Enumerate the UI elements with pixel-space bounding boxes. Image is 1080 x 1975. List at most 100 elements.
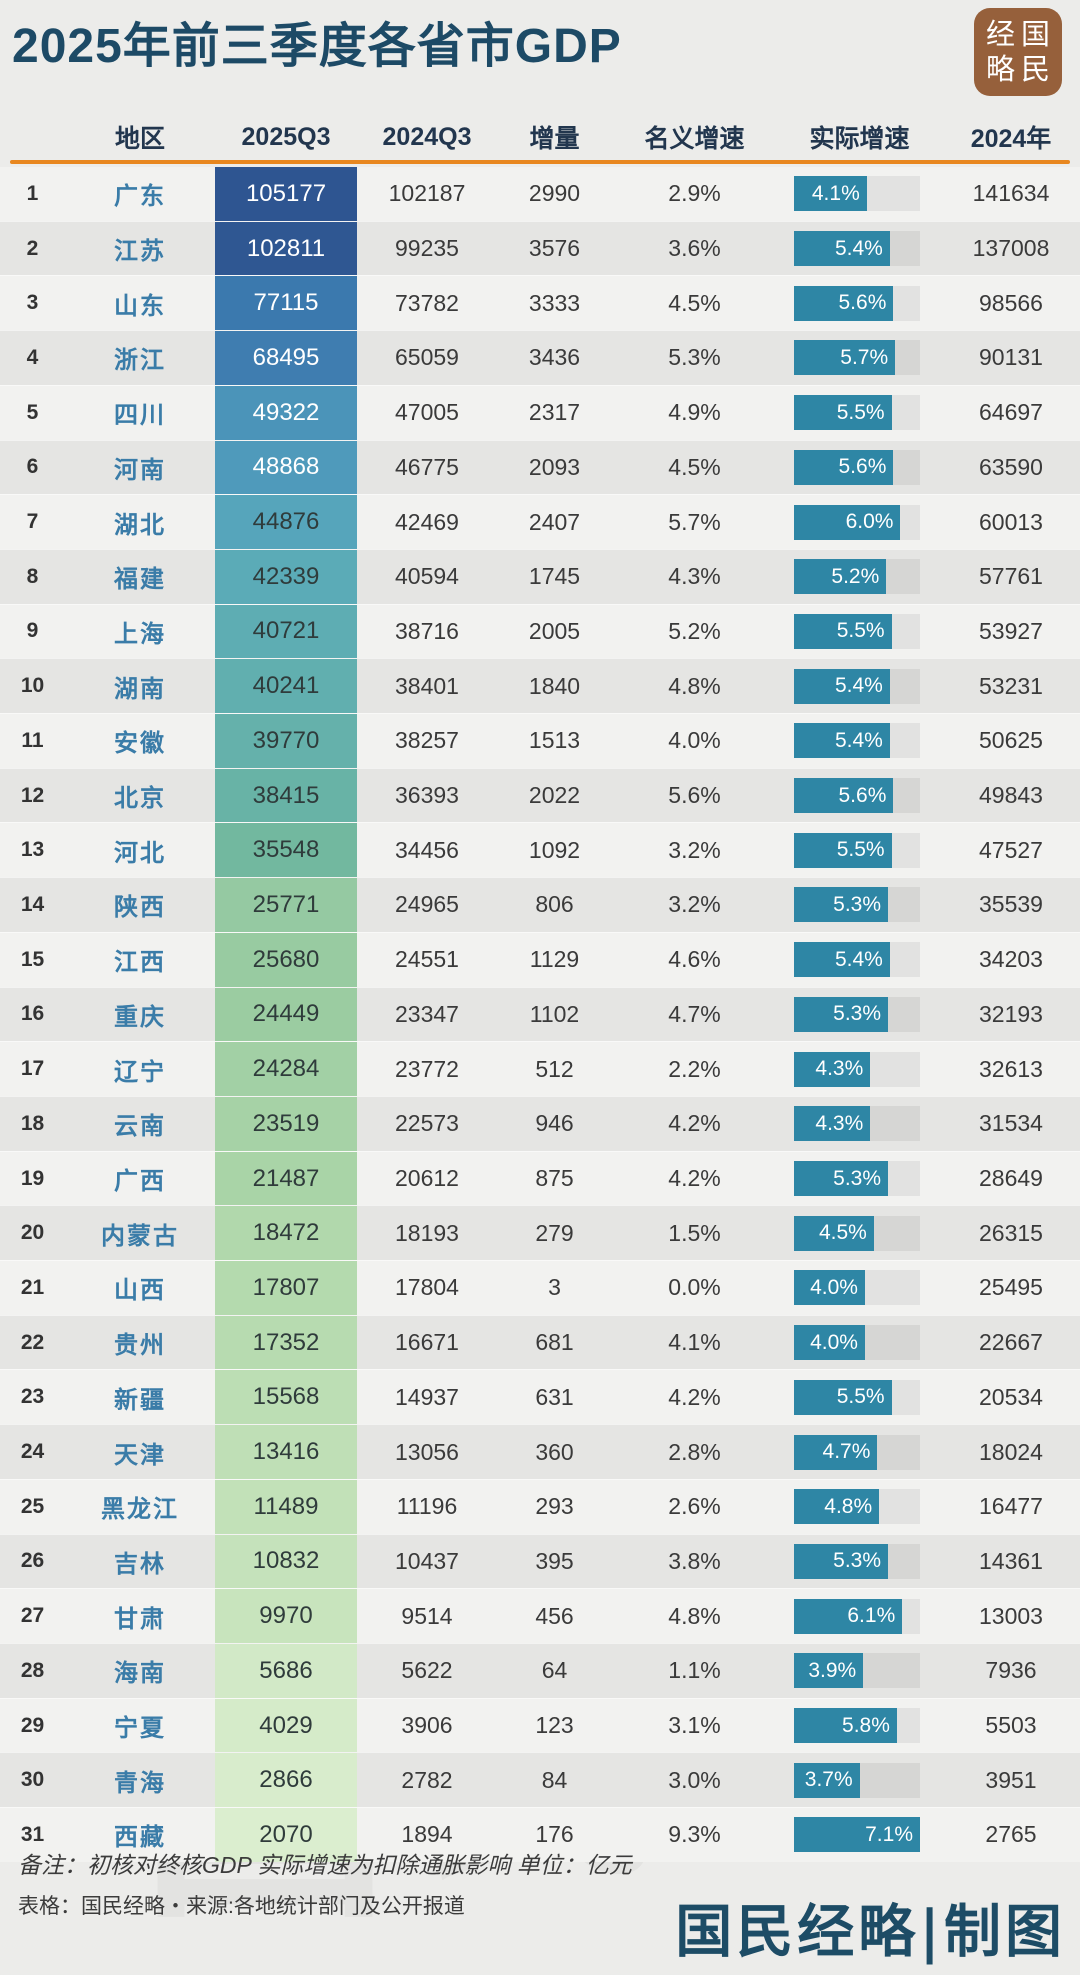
increment-value: 2317: [528, 399, 581, 426]
region-name: 青海: [114, 1769, 166, 1797]
bar-fill: 5.4%: [794, 668, 890, 704]
nominal-growth-value: 2.8%: [668, 1438, 721, 1465]
rank-value: 17: [20, 1057, 45, 1081]
gdp-2024-value: 64697: [979, 399, 1043, 426]
real-growth-bar-cell: 5.5%: [777, 386, 942, 440]
gdp-2025q3-heat-cell: 42339: [215, 549, 357, 604]
gdp-2024q3-value: 3906: [401, 1712, 453, 1739]
increment-value: 2093: [528, 453, 581, 480]
gdp-2025q3-heat-cell: 105177: [215, 167, 357, 221]
page-title: 2025年前三季度各省市GDP: [12, 20, 622, 73]
gdp-2024-value: 5503: [985, 1712, 1037, 1739]
nominal-growth-value: 3.8%: [668, 1547, 721, 1574]
gdp-2024q3-value: 47005: [395, 399, 459, 426]
bar-track: 5.5%: [794, 1379, 920, 1415]
table-row: 14 陕西 25771 24965 806 3.2% 5.3% 35539: [0, 877, 1080, 932]
gdp-2024-value: 34203: [979, 946, 1043, 973]
column-header-2024q3: 2024Q3: [382, 122, 472, 151]
rank-value: 24: [20, 1440, 45, 1464]
region-name: 山西: [114, 1277, 166, 1305]
nominal-growth-value: 1.5%: [668, 1219, 721, 1246]
rank-value: 28: [20, 1658, 45, 1682]
real-growth-bar-cell: 4.1%: [777, 167, 942, 221]
nominal-growth-value: 4.8%: [668, 672, 721, 699]
nominal-growth-value: 4.2%: [668, 1383, 721, 1410]
table-row: 20 内蒙古 18472 18193 279 1.5% 4.5% 26315: [0, 1205, 1080, 1261]
real-growth-bar-cell: 5.6%: [777, 276, 942, 330]
table-row: 15 江西 25680 24551 1129 4.6% 5.4% 34203: [0, 931, 1080, 987]
bar-track: 3.9%: [794, 1653, 920, 1689]
real-growth-bar-cell: 5.4%: [777, 659, 942, 713]
nominal-growth-value: 5.7%: [668, 508, 721, 535]
gdp-2024q3-value: 24551: [395, 946, 459, 973]
increment-value: 176: [535, 1821, 574, 1848]
rank-value: 22: [20, 1330, 45, 1354]
bar-fill: 4.0%: [794, 1270, 865, 1306]
rank-value: 21: [20, 1275, 45, 1299]
bar-fill: 5.3%: [794, 1543, 889, 1579]
nominal-growth-value: 3.6%: [668, 235, 721, 262]
increment-value: 3333: [528, 289, 581, 316]
bar-track: 5.3%: [794, 887, 920, 923]
gdp-2024q3-value: 46775: [395, 453, 459, 480]
bar-fill: 4.0%: [794, 1325, 865, 1361]
bar-fill: 5.4%: [794, 723, 890, 759]
bar-fill: 4.8%: [794, 1489, 880, 1525]
real-growth-bar-cell: 5.3%: [777, 878, 942, 932]
rank-value: 13: [20, 838, 45, 862]
bar-track: 5.4%: [794, 668, 920, 704]
table-row: 5 四川 49322 47005 2317 4.9% 5.5% 64697: [0, 384, 1080, 440]
nominal-growth-value: 2.2%: [668, 1055, 721, 1082]
region-name: 西藏: [114, 1824, 166, 1852]
bar-fill: 7.1%: [794, 1817, 920, 1853]
real-growth-bar-cell: 4.0%: [777, 1261, 942, 1315]
real-growth-bar-cell: 5.3%: [777, 1535, 942, 1589]
gdp-2024q3-value: 38716: [395, 617, 459, 644]
gdp-2024q3-value: 99235: [395, 235, 459, 262]
gdp-2025q3-heat-cell: 44876: [215, 495, 357, 549]
gdp-2024q3-value: 17804: [395, 1274, 459, 1301]
rank-value: 16: [20, 1002, 45, 1026]
gdp-2024q3-value: 13056: [395, 1438, 459, 1465]
table-row: 19 广西 21487 20612 875 4.2% 5.3% 28649: [0, 1150, 1080, 1206]
gdp-2025q3-heat-cell: 24284: [215, 1042, 357, 1096]
real-growth-bar-cell: 5.6%: [777, 769, 942, 823]
region-name: 新疆: [114, 1386, 166, 1414]
gdp-2024q3-value: 38257: [395, 727, 459, 754]
rank-value: 25: [20, 1494, 45, 1518]
gdp-2025q3-heat-cell: 38415: [215, 768, 357, 823]
bar-track: 4.3%: [794, 1051, 920, 1087]
real-growth-bar-cell: 5.4%: [777, 714, 942, 768]
table-row: 27 甘肃 9970 9514 456 4.8% 6.1% 13003: [0, 1588, 1080, 1643]
region-name: 福建: [114, 566, 166, 594]
table-row: 18 云南 23519 22573 946 4.2% 4.3% 31534: [0, 1095, 1080, 1151]
nominal-growth-value: 4.8%: [668, 1602, 721, 1629]
rank-value: 3: [26, 291, 39, 315]
gdp-2025q3-heat-cell: 35548: [215, 823, 357, 878]
gdp-2025q3-heat-cell: 17352: [215, 1315, 357, 1370]
increment-value: 631: [535, 1383, 574, 1410]
gdp-2024-value: 63590: [979, 453, 1043, 480]
gdp-2025q3-heat-cell: 4029: [215, 1698, 357, 1753]
real-growth-bar-cell: 5.7%: [777, 331, 942, 385]
gdp-2025q3-heat-cell: 13416: [215, 1425, 357, 1479]
bar-fill: 5.3%: [794, 996, 889, 1032]
increment-value: 2407: [528, 508, 581, 535]
nominal-growth-value: 5.3%: [668, 344, 721, 371]
bar-track: 4.7%: [794, 1434, 920, 1470]
nominal-growth-value: 2.9%: [668, 180, 721, 207]
rank-value: 7: [26, 510, 39, 534]
gdp-2024-value: 49843: [979, 782, 1043, 809]
table-row: 21 山西 17807 17804 3 0.0% 4.0% 25495: [0, 1260, 1080, 1315]
bar-fill: 5.2%: [794, 559, 887, 595]
gdp-2025q3-heat-cell: 9970: [215, 1589, 357, 1643]
table-row: 29 宁夏 4029 3906 123 3.1% 5.8% 5503: [0, 1697, 1080, 1753]
table-row: 4 浙江 68495 65059 3436 5.3% 5.7% 90131: [0, 330, 1080, 385]
bar-track: 5.8%: [794, 1708, 920, 1744]
table-row: 2 江苏 102811 99235 3576 3.6% 5.4% 137008: [0, 220, 1080, 276]
table-row: 13 河北 35548 34456 1092 3.2% 5.5% 47527: [0, 822, 1080, 878]
bar-fill: 4.3%: [794, 1106, 871, 1142]
real-growth-bar-cell: 5.6%: [777, 441, 942, 495]
increment-value: 1129: [529, 946, 580, 973]
increment-value: 2990: [528, 180, 581, 207]
